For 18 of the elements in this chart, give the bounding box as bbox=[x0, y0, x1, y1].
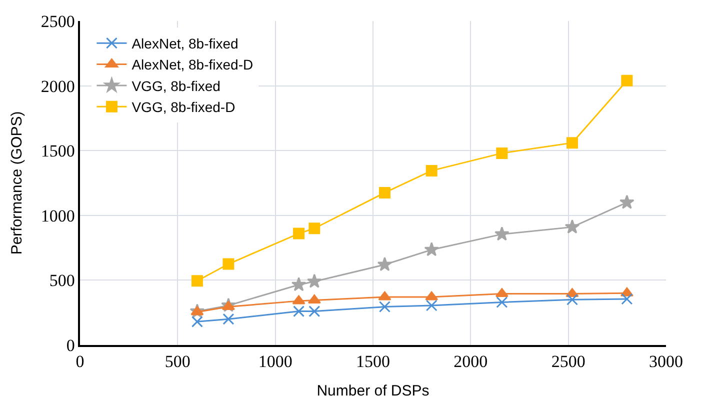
x-tick-label: 2000 bbox=[454, 352, 488, 372]
x-tick-label: 1000 bbox=[258, 352, 292, 372]
y-tick-label: 0 bbox=[66, 336, 75, 355]
x-tick-label: 1500 bbox=[356, 352, 390, 372]
y-tick-label: 500 bbox=[49, 271, 75, 290]
x-tick-label: 2500 bbox=[551, 352, 586, 372]
legend-label: AlexNet, 8b-fixed bbox=[132, 36, 238, 52]
y-tick-label: 2000 bbox=[40, 76, 75, 96]
y-tick-label: 1500 bbox=[40, 142, 75, 161]
x-axis-title: Number of DSPs bbox=[316, 382, 430, 400]
legend-label: AlexNet, 8b-fixed-D bbox=[132, 56, 254, 73]
y-tick-label: 2500 bbox=[40, 12, 75, 31]
y-axis-title: Performance (GOPS) bbox=[8, 111, 26, 255]
y-tick-label: 1000 bbox=[40, 206, 75, 226]
x-tick-label: 3000 bbox=[649, 352, 683, 372]
x-tick-label: 500 bbox=[164, 352, 190, 372]
legend-label: VGG, 8b-fixed-D bbox=[132, 99, 236, 116]
legend-label: VGG, 8b-fixed bbox=[132, 78, 220, 94]
